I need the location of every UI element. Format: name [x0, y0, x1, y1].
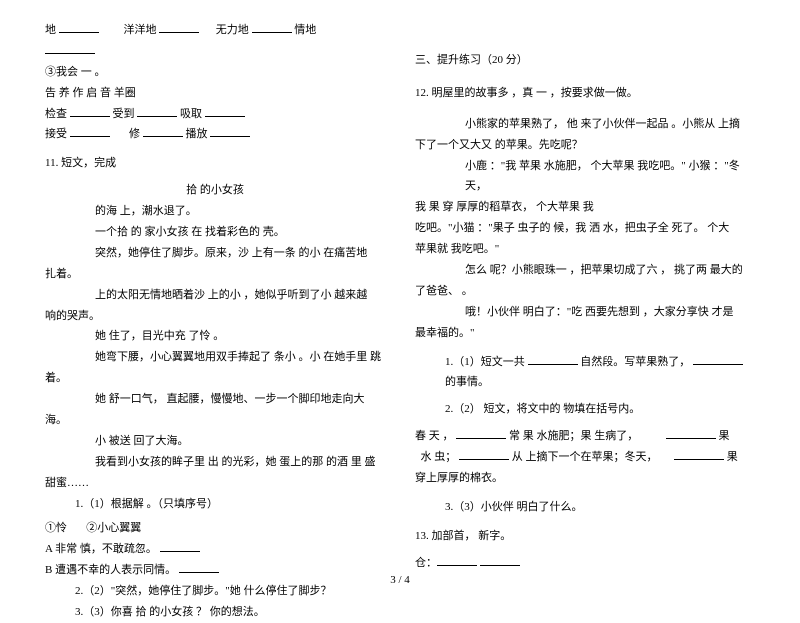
story-line: 响的哭声。	[45, 306, 385, 327]
story-line: 一个拾 的 家小女孩 在 找着彩色的 壳。	[45, 222, 385, 243]
q1-3: 3.（3）你喜 拾 的小女孩 ？ 你的想法。	[45, 602, 385, 623]
q12-2: 2.（2） 短文，将文中的 物填在括号内。	[415, 399, 755, 420]
fill-line: 春 天 ， 常 果 水施肥；果 生病了， 果	[415, 426, 755, 447]
story2-line: 哦！小伙伴 明白了："吃 西要先想到 ，大家分享快 才是	[415, 302, 755, 323]
story-line: 的海 上，潮水退了。	[45, 201, 385, 222]
story2-line: 最幸福的。"	[415, 323, 755, 344]
q13-char: 仓：	[415, 553, 755, 574]
q11: 11. 短文，完成	[45, 153, 385, 174]
story-title: 拾 的小女孩	[45, 180, 385, 201]
story-line: 我看到小女孩的眸子里 出 的光彩，她 蛋上的那 的酒 里 盛	[45, 452, 385, 473]
opt-a-text: A 非常 慎，不敢疏忽。	[45, 539, 385, 560]
q1-1: 1.（1）根据解 。（只填序号）	[45, 494, 385, 515]
q12-1: 1.（1）短文一共 自然段。写苹果熟了， 的事情。	[415, 352, 755, 394]
story-line: 她弯下腰，小心翼翼地用双手捧起了 条小 。小 在她手里 跳	[45, 347, 385, 368]
q13: 13. 加部首， 新字。	[415, 526, 755, 547]
q12-3: 3.（3）小伙伴 明白了什么。	[415, 497, 755, 518]
story2-line: 了爸爸、 。	[415, 281, 755, 302]
fill-line-1: 地 洋洋地 无力地 情地	[45, 20, 385, 41]
story2-line: 怎么 呢？小熊眼珠一 ，把苹果切成了六 ， 挑了两 最大的	[415, 260, 755, 281]
story-line: 她 住了，目光中充 了怜 。	[45, 326, 385, 347]
fill-line: 水 虫； 从 上摘下一个在苹果；冬天， 果	[415, 447, 755, 468]
page-number: 3 / 4	[0, 574, 800, 586]
section-3-title: 三、提升练习（20 分）	[415, 50, 755, 71]
story2-line: 小熊家的苹果熟了， 他 来了小伙伴一起品 。小熊从 上摘	[415, 114, 755, 135]
story-line: 着。	[45, 368, 385, 389]
story-line: 上的太阳无情地晒着沙 上的小 ，她似乎听到了小 越来越	[45, 285, 385, 306]
q3-blanks-1: 检查 受到 吸取	[45, 104, 385, 125]
story-line: 甜蜜……	[45, 473, 385, 494]
q3-row: 告 养 作 启 音 羊圈	[45, 83, 385, 104]
story-line: 小 被送 回了大海。	[45, 431, 385, 452]
story-line: 海。	[45, 410, 385, 431]
q3-title: ③我会 一 。	[45, 62, 385, 83]
fill-line: 穿上厚厚的棉衣。	[415, 468, 755, 489]
story-line: 扎着。	[45, 264, 385, 285]
story-line: 她 舒一口气， 直起腰，慢慢地、一步一个脚印地走向大	[45, 389, 385, 410]
story2-line: 我 果 穿 厚厚的稻草衣， 个大苹果 我	[415, 197, 755, 218]
story2-line: 苹果就 我吃吧。"	[415, 239, 755, 260]
q12: 12. 明屋里的故事多 ，真 一 ，按要求做一做。	[415, 83, 755, 104]
options: ①怜 ②小心翼翼	[45, 518, 385, 539]
story2-line: 小鹿 ："我 苹果 水施肥， 个大苹果 我吃吧。" 小猴 ："冬天，	[415, 156, 755, 198]
q3-blanks-2: 接受 修 播放	[45, 124, 385, 145]
story2-line: 下了一个又大又 的苹果。先吃呢？	[415, 135, 755, 156]
story2-line: 吃吧。"小猫 ："果子 虫子的 候，我 洒 水，把虫子全 死了。 个大	[415, 218, 755, 239]
story-line: 突然，她停住了脚步。原来，沙 上有一条 的小 在痛苦地	[45, 243, 385, 264]
